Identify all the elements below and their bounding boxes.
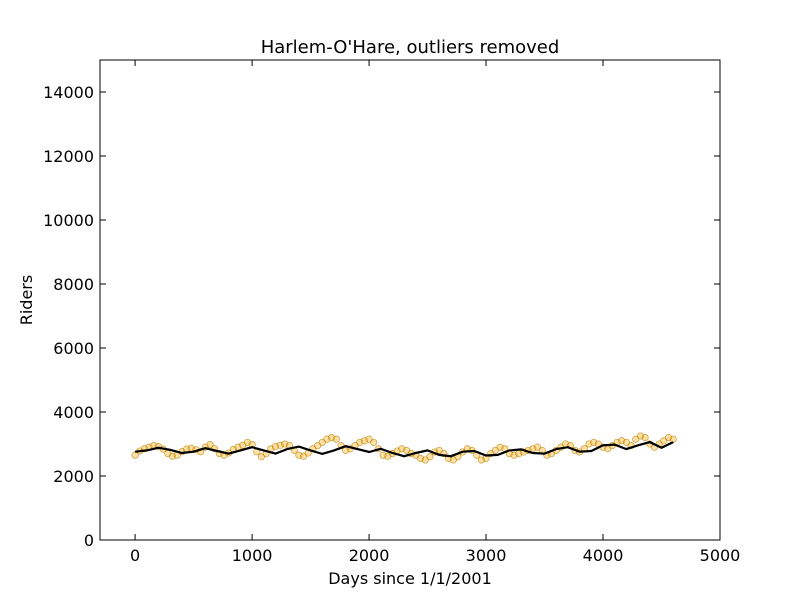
x-tick-label: 2000 [349, 546, 390, 565]
chart-title: Harlem-O'Hare, outliers removed [261, 37, 560, 58]
x-axis-label: Days since 1/1/2001 [328, 569, 492, 588]
y-tick-label: 8000 [53, 275, 94, 294]
y-tick-label: 12000 [43, 147, 94, 166]
y-tick-label: 6000 [53, 339, 94, 358]
y-tick-label: 14000 [43, 83, 94, 102]
scatter-point [206, 441, 214, 449]
y-tick-label: 10000 [43, 211, 94, 230]
scatter-point [426, 453, 434, 461]
scatter-point [669, 435, 677, 443]
x-tick-label: 5000 [700, 546, 741, 565]
x-tick-label: 3000 [466, 546, 507, 565]
scatter-point [332, 435, 340, 443]
x-tick-label: 0 [130, 546, 140, 565]
axis-ticks: 0 1000 2000 3000 4000 5000 0 2000 4000 6000 8000 10… [43, 60, 740, 565]
scatter-point [641, 434, 649, 442]
x-tick-label: 1000 [232, 546, 273, 565]
y-axis-label: Riders [17, 275, 36, 325]
y-tick-label: 4000 [53, 403, 94, 422]
y-tick-label: 2000 [53, 467, 94, 486]
plot-frame [99, 59, 721, 541]
x-tick-label: 4000 [583, 546, 624, 565]
trend-line [134, 440, 674, 458]
plot-area [131, 432, 677, 464]
y-tick-label: 0 [84, 531, 94, 550]
scatter-point [131, 451, 139, 459]
scatter-point [370, 438, 378, 446]
